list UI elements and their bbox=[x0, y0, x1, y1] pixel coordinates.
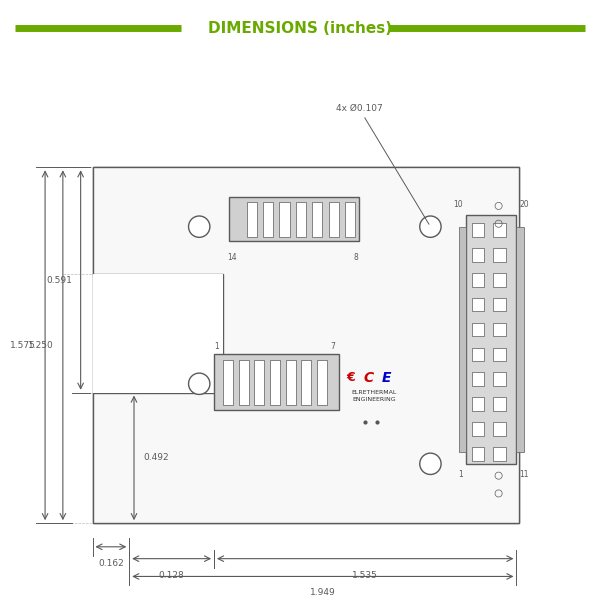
Text: 1.250: 1.250 bbox=[28, 341, 54, 350]
Bar bbox=[493, 248, 506, 262]
Bar bbox=[493, 223, 506, 237]
Bar bbox=[254, 360, 264, 404]
Circle shape bbox=[188, 373, 210, 394]
Bar bbox=[459, 227, 466, 452]
Bar bbox=[493, 422, 506, 436]
Bar bbox=[472, 323, 484, 337]
Bar bbox=[296, 202, 306, 237]
Bar bbox=[239, 360, 248, 404]
Text: 1: 1 bbox=[215, 342, 220, 351]
Text: 14: 14 bbox=[227, 253, 236, 262]
Bar bbox=[472, 447, 484, 461]
Text: 1: 1 bbox=[458, 470, 463, 479]
Bar bbox=[466, 215, 517, 464]
Text: 1.535: 1.535 bbox=[352, 571, 378, 580]
Text: 1.575: 1.575 bbox=[10, 341, 36, 350]
Bar bbox=[472, 422, 484, 436]
Text: 7: 7 bbox=[330, 342, 335, 351]
Text: C: C bbox=[363, 371, 373, 385]
Bar bbox=[493, 323, 506, 337]
Bar bbox=[472, 347, 484, 361]
Bar bbox=[263, 202, 273, 237]
Text: E: E bbox=[381, 371, 391, 385]
Text: ELRETHERMAL
ENGINEERING: ELRETHERMAL ENGINEERING bbox=[352, 389, 397, 401]
Bar bbox=[301, 360, 311, 404]
Text: 11: 11 bbox=[520, 470, 529, 479]
Bar bbox=[214, 354, 338, 410]
Bar bbox=[472, 248, 484, 262]
Text: 0.492: 0.492 bbox=[143, 454, 169, 463]
Text: 0.591: 0.591 bbox=[46, 275, 72, 284]
Bar bbox=[472, 298, 484, 311]
Text: 10: 10 bbox=[454, 200, 463, 209]
Bar bbox=[286, 360, 296, 404]
Bar bbox=[493, 298, 506, 311]
Circle shape bbox=[420, 216, 441, 238]
Text: 0.162: 0.162 bbox=[98, 559, 124, 568]
Bar bbox=[313, 202, 322, 237]
Bar bbox=[517, 227, 524, 452]
Bar bbox=[493, 397, 506, 411]
Circle shape bbox=[420, 453, 441, 475]
Bar bbox=[223, 360, 233, 404]
Text: 4x Ø0.107: 4x Ø0.107 bbox=[335, 104, 429, 224]
Bar bbox=[345, 202, 355, 237]
Text: €: € bbox=[346, 371, 355, 385]
Bar bbox=[229, 197, 359, 241]
Bar bbox=[317, 360, 327, 404]
Bar bbox=[270, 360, 280, 404]
Bar bbox=[280, 202, 290, 237]
Bar bbox=[493, 347, 506, 361]
Bar bbox=[472, 223, 484, 237]
Bar bbox=[472, 273, 484, 287]
Text: 20: 20 bbox=[520, 200, 529, 209]
Bar bbox=[329, 202, 339, 237]
Bar bbox=[472, 397, 484, 411]
Circle shape bbox=[188, 216, 210, 238]
Text: 8: 8 bbox=[354, 253, 359, 262]
Polygon shape bbox=[92, 167, 520, 523]
Text: 1.949: 1.949 bbox=[310, 589, 335, 598]
Bar bbox=[493, 373, 506, 386]
Polygon shape bbox=[92, 274, 223, 392]
Bar bbox=[493, 273, 506, 287]
Bar bbox=[493, 447, 506, 461]
Bar bbox=[247, 202, 257, 237]
Bar bbox=[472, 373, 484, 386]
Text: 0.128: 0.128 bbox=[159, 571, 185, 580]
Text: DIMENSIONS (inches): DIMENSIONS (inches) bbox=[208, 20, 392, 35]
